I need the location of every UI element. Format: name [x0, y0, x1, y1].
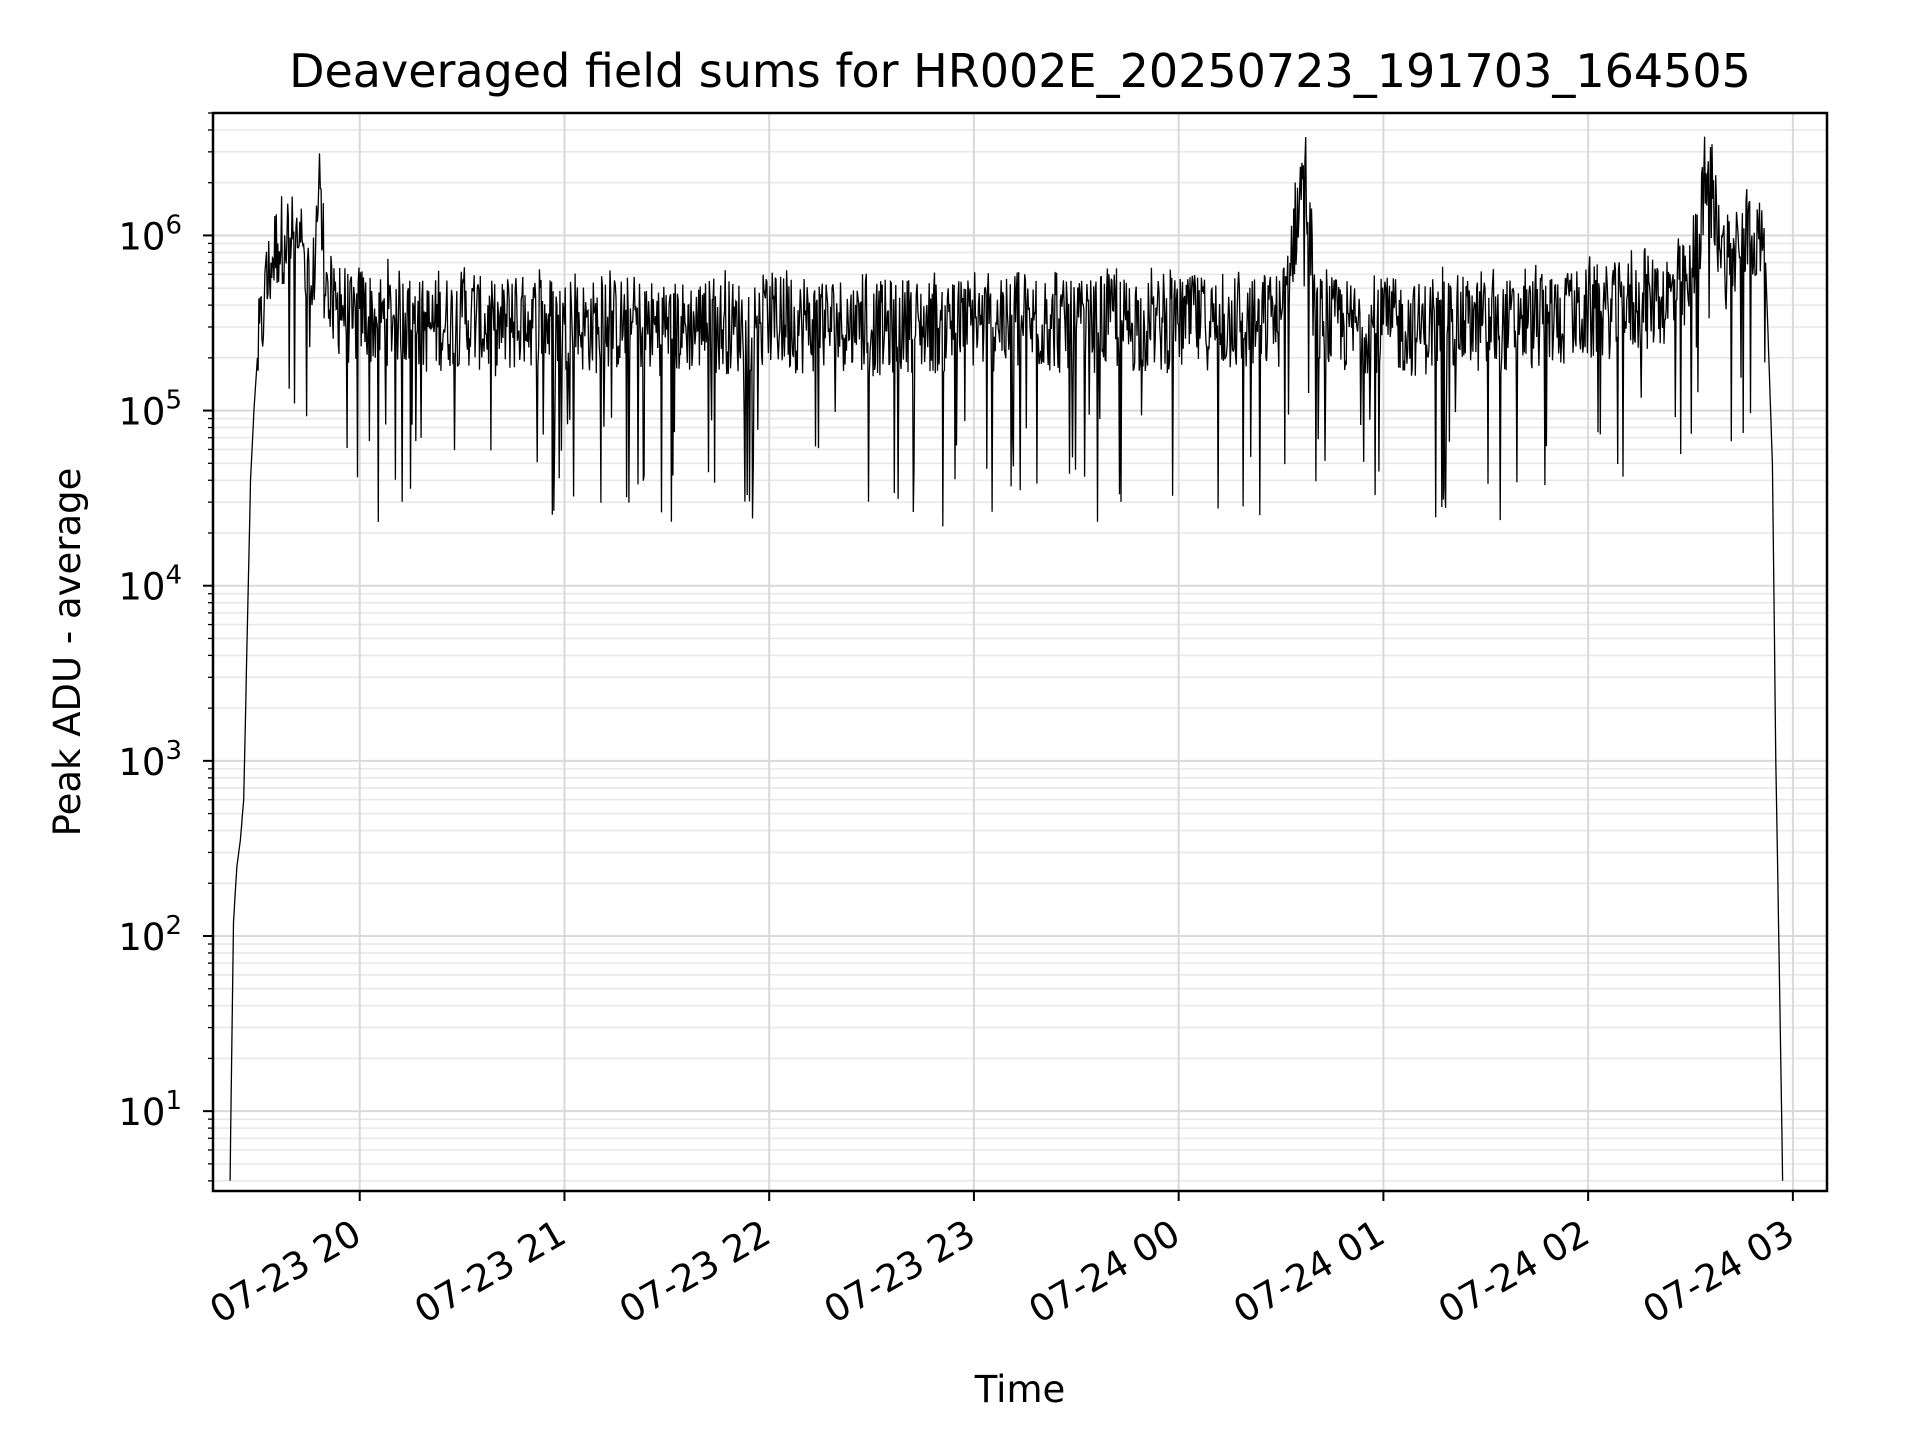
y-tick-label: 103 [118, 736, 182, 784]
y-tick-label: 106 [118, 210, 182, 258]
series-layer [229, 136, 1784, 1181]
series-line [229, 136, 1784, 1181]
y-axis-label: Peak ADU - average [46, 468, 89, 837]
plot-frame [211, 111, 1829, 1193]
y-tick-label: 101 [118, 1086, 182, 1134]
y-tick-label: 102 [118, 911, 182, 959]
chart-title: Deaveraged field sums for HR002E_2025072… [289, 44, 1751, 98]
y-tick-label: 104 [118, 561, 182, 609]
y-tick-label: 105 [118, 386, 182, 434]
x-axis-label: Time [974, 1368, 1066, 1411]
